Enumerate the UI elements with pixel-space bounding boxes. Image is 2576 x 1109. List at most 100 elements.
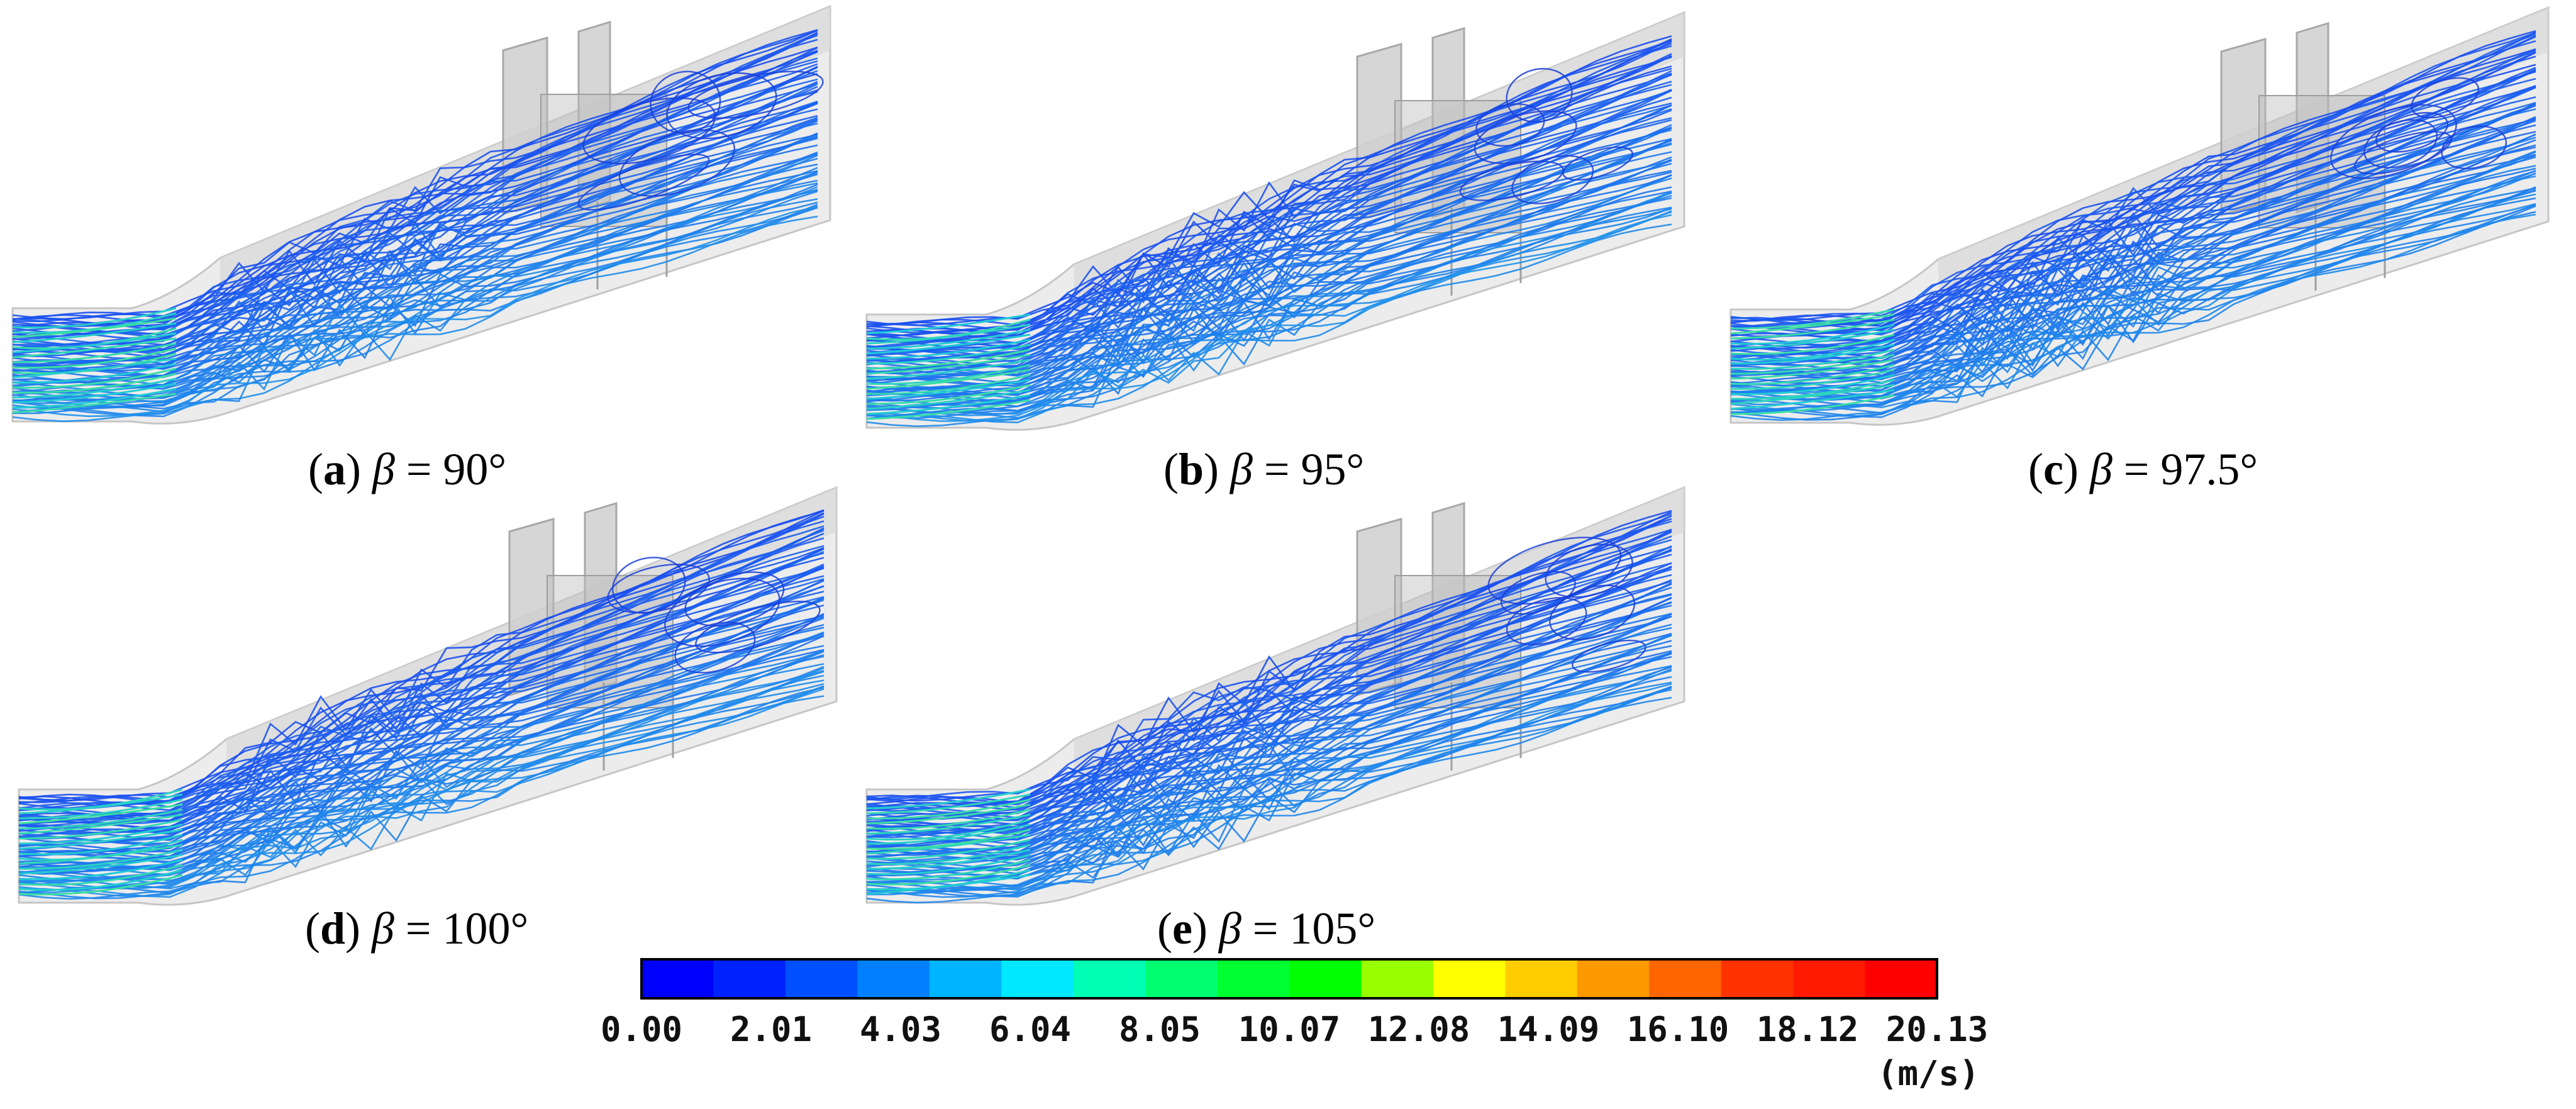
colorbar-tick-label: 12.08: [1368, 1010, 1470, 1049]
streamline: [866, 634, 1672, 871]
streamline: [12, 206, 818, 418]
colorbar-frame: [640, 958, 1938, 1000]
vortex: [1475, 103, 1545, 147]
vortex: [1500, 571, 1576, 615]
vortex: [650, 70, 721, 134]
colorbar-segment: [1721, 959, 1794, 998]
streamline: [866, 568, 1672, 833]
vortex: [582, 97, 716, 165]
streamline: [18, 685, 824, 898]
streamline: [12, 89, 818, 353]
streamline: [1730, 211, 2536, 421]
streamline-inlet: [1730, 354, 1895, 375]
caption-e-symbol: β: [1218, 903, 1241, 954]
streamline-inlet: [18, 849, 183, 870]
vortex: [2441, 125, 2507, 170]
streamline-inlet: [866, 823, 1031, 845]
streamline: [866, 689, 1672, 898]
colorbar-segment: [857, 959, 930, 998]
caption-c-letter: c: [2043, 444, 2063, 494]
colorbar-tick-label: 10.07: [1238, 1010, 1341, 1049]
colorbar-segment: [1577, 959, 1650, 998]
caption-d-letter: d: [320, 903, 345, 954]
vortex: [2353, 131, 2452, 175]
colorbar-segment: [1793, 959, 1866, 998]
vortex: [1572, 639, 1646, 673]
caption-a: (a) β = 90°: [308, 444, 506, 494]
caption-c: (c) β = 97.5°: [2028, 444, 2258, 494]
colorbar-tick-label: 6.04: [989, 1010, 1071, 1049]
panel-c: [1729, 6, 2550, 426]
streamline-inlet: [866, 839, 1031, 860]
caption-b: (b) β = 95°: [1163, 444, 1364, 494]
colorbar-segment: [1649, 959, 1722, 998]
streamline: [866, 223, 1672, 428]
streamline: [866, 38, 1672, 328]
streamline-inlet: [1730, 348, 1895, 370]
vortex: [1549, 584, 1636, 640]
colorbar-tick-labels: 0.00 2.01 4.03 6.04 8.05 10.07 12.08 14.09 16.10…: [601, 1010, 1988, 1049]
streamline-inlet: [18, 793, 183, 815]
streamline: [866, 613, 1672, 856]
streamline-inlet: [18, 813, 183, 835]
streamline-inlet: [1730, 308, 1895, 330]
streamline-inlet: [12, 382, 177, 404]
colorbar-tick-label: 4.03: [860, 1010, 941, 1049]
streamline-inlet: [866, 328, 1031, 350]
streamline: [18, 685, 824, 895]
caption-d: (d) β = 100°: [305, 903, 528, 954]
streamline-inlet: [866, 859, 1031, 881]
streamline: [12, 86, 818, 351]
streamline: [1730, 67, 2536, 347]
streamline: [866, 174, 1672, 403]
streamline: [866, 72, 1672, 348]
streamline: [1730, 86, 2536, 354]
streamline-inlet: [12, 357, 177, 379]
colorbar-segment: [1289, 959, 1362, 998]
colorbar-segment: [1145, 959, 1218, 998]
streamline-inlet: [1730, 328, 1895, 350]
streamline: [1730, 203, 2536, 415]
streamline: [18, 686, 824, 900]
streamline-inlet: [1730, 394, 1895, 415]
streamline: [866, 615, 1672, 859]
streamline: [18, 597, 824, 853]
streamline: [12, 137, 818, 383]
vortex: [1562, 146, 1633, 181]
colorbar-tick-label: 16.10: [1627, 1010, 1729, 1049]
streamline-inlet: [866, 798, 1031, 820]
streamline-inlet: [1730, 384, 1895, 405]
streamline-inlet: [866, 374, 1031, 395]
caption-a-letter: a: [323, 444, 346, 494]
colorbar-tick-label: 14.09: [1497, 1010, 1600, 1049]
streamline: [12, 81, 818, 353]
streamline-inlet: [18, 833, 183, 855]
colorbar-segment: [713, 959, 786, 998]
streamline: [866, 177, 1672, 407]
streamline-inlet: [866, 384, 1031, 405]
vortex: [1545, 543, 1633, 598]
vortex: [607, 564, 710, 614]
streamline: [12, 215, 818, 423]
streamline: [866, 696, 1672, 904]
streamline: [18, 649, 824, 874]
streamline-inlet: [866, 364, 1031, 385]
streamline-inlet: [18, 859, 183, 880]
colorbar-segment: [785, 959, 858, 998]
caption-e-letter: e: [1172, 903, 1192, 954]
streamline-inlet: [866, 313, 1031, 335]
streamline-inlet: [12, 307, 177, 329]
streamline: [12, 189, 818, 410]
panel-b: [865, 11, 1685, 431]
streamline: [866, 549, 1672, 828]
streamline-inlet: [866, 338, 1031, 360]
streamline-inlet: [12, 342, 177, 364]
streamline-inlet: [866, 803, 1031, 825]
streamline-inlet: [866, 793, 1031, 815]
streamline-inlet: [12, 372, 177, 394]
vortex: [2411, 77, 2480, 119]
caption-d-symbol: β: [370, 903, 394, 954]
streamline-inlet: [1730, 359, 1895, 380]
streamline-inlet: [866, 828, 1031, 850]
